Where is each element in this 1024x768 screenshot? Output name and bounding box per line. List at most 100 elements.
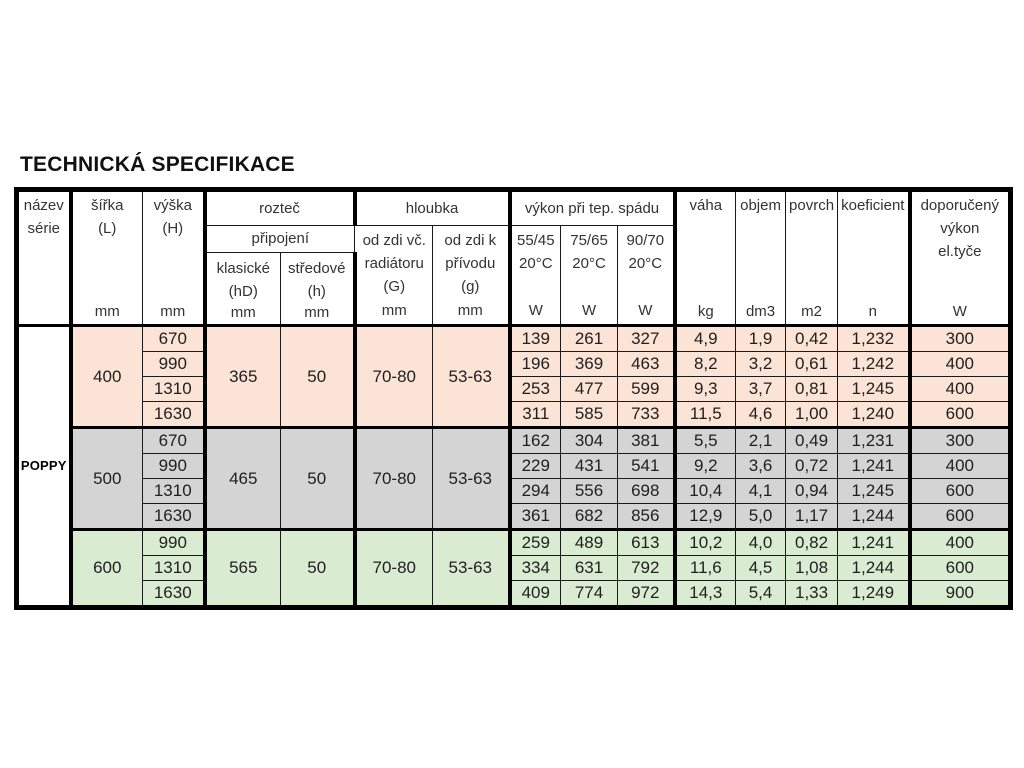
cell-coefficient: 1,245 [837,478,912,504]
cell-weight: 11,5 [674,401,737,429]
cell-surface: 1,08 [785,555,839,581]
cell-power-7565: 369 [560,351,619,377]
header-row-1: název série šířka (L) mm výška (H) mm ro… [16,189,1012,327]
cell-recommended: 600 [909,503,1012,531]
header-koeficient-unit: n [868,303,877,320]
table-row: 1310 294 556 698 10,4 4,1 0,94 1,245 600 [16,478,1012,504]
header-od-zdi-privodu-label: od zdi k přívodu (g) [444,232,497,295]
cell-power-9070: 599 [617,376,677,402]
cell-width: 500 [70,427,143,531]
header-stredove-unit: mm [304,303,330,321]
series-name-cell: POPPY [16,325,73,608]
header-vykon-9070-label: 90/70 20°C [626,232,665,272]
header-od-zdi-radiatoru-label: od zdi vč. radiátoru (G) [362,232,426,295]
cell-height: 670 [142,325,207,352]
header-od-zdi-radiatoru-unit: mm [381,302,407,319]
header-doporuceny-vykon: doporučený výkon el.tyče W [909,189,1012,327]
cell-power-5545: 253 [509,376,562,402]
cell-pitch-classic: 465 [204,427,281,531]
spec-table: název série šířka (L) mm výška (H) mm ro… [14,187,1014,610]
cell-pitch-classic: 565 [204,529,281,608]
cell-power-9070: 463 [617,351,677,377]
cell-depth-small-g: 53-63 [432,325,512,429]
header-vykon-7565-unit: W [581,302,597,319]
header-vykon-9070-unit: W [638,302,653,319]
header-povrch-label: povrch [789,197,835,214]
header-od-zdi-privodu: od zdi k přívodu (g) mm [432,225,512,327]
cell-surface: 0,94 [785,478,839,504]
table-row: 1630 409 774 972 14,3 5,4 1,33 1,249 900 [16,580,1012,608]
cell-power-9070: 698 [617,478,677,504]
cell-power-7565: 585 [560,401,619,429]
cell-pitch-central: 50 [279,529,357,608]
header-sirka-unit: mm [94,303,120,320]
page-title: TECHNICKÁ SPECIFIKACE [20,153,295,176]
header-row-2: připojení od zdi vč. radiátoru (G) mm od… [17,225,1011,327]
cell-power-7565: 477 [560,376,619,402]
table-row: POPPY 400 670 365 50 70-80 53-63 139 261… [16,325,1012,608]
cell-volume: 3,7 [735,376,787,402]
cell-weight: 5,5 [674,427,737,454]
cell-height: 1310 [142,555,207,581]
header-doporuceny-vykon-unit: W [952,303,967,320]
cell-power-9070: 856 [617,503,677,531]
cell-coefficient: 1,244 [837,503,912,531]
table-row: 1630 361 682 856 12,9 5,0 1,17 1,244 600 [16,503,1012,531]
cell-recommended: 300 [909,427,1012,454]
cell-width: 400 [70,325,143,429]
cell-power-5545: 361 [509,503,562,531]
header-objem-label: objem [740,197,781,214]
cell-weight: 14,3 [674,580,737,608]
header-klasicke-label: klasické (hD) [216,259,270,300]
cell-height: 990 [142,351,207,377]
header-vyska-label: výška (H) [153,197,192,237]
cell-recommended: 600 [909,401,1012,429]
header-sirka-label: šířka (L) [90,197,124,237]
cell-height: 990 [142,529,207,556]
header-hloubka-group: hloubka [354,189,512,226]
cell-power-5545: 259 [509,529,562,556]
cell-weight: 9,2 [674,453,737,479]
cell-power-7565: 304 [560,427,619,454]
cell-depth-g: 70-80 [354,427,434,531]
cell-pitch-central: 50 [279,427,357,531]
cell-volume: 2,1 [735,427,787,454]
cell-weight: 4,9 [674,325,737,352]
cell-power-7565: 431 [560,453,619,479]
cell-power-5545: 229 [509,453,562,479]
cell-power-7565: 682 [560,503,619,531]
header-stredove-label: středové (h) [287,259,346,300]
cell-power-9070: 327 [617,325,677,352]
header-vykon-5545: 55/45 20°C W [509,225,562,327]
cell-weight: 11,6 [674,555,737,581]
header-vyska-unit: mm [160,303,186,320]
table-row: 500 670 465 50 70-80 53-63 162 304 381 5… [16,427,1012,531]
cell-surface: 0,72 [785,453,839,479]
cell-surface: 0,81 [785,376,839,402]
cell-power-7565: 774 [560,580,619,608]
header-vaha: váha kg [674,189,737,327]
header-vykon-group: výkon při tep. spádu [509,189,677,226]
header-vykon-5545-unit: W [528,302,543,319]
header-koeficient-label: koeficient [841,197,905,214]
cell-volume: 5,0 [735,503,787,531]
cell-power-9070: 972 [617,580,677,608]
header-od-zdi-privodu-unit: mm [457,302,483,319]
cell-depth-small-g: 53-63 [432,427,512,531]
header-objem-unit: dm3 [745,303,776,320]
header-stredove: středové (h) mm [279,252,357,327]
header-klasicke-unit: mm [230,303,256,321]
cell-power-9070: 733 [617,401,677,429]
cell-surface: 0,49 [785,427,839,454]
cell-height: 990 [142,453,207,479]
table-row: 1630 311 585 733 11,5 4,6 1,00 1,240 600 [16,401,1012,429]
cell-depth-small-g: 53-63 [432,529,512,608]
header-vykon-7565: 75/65 20°C W [560,225,619,327]
cell-recommended: 400 [909,376,1012,402]
cell-power-5545: 294 [509,478,562,504]
cell-power-5545: 334 [509,555,562,581]
cell-height: 1630 [142,580,207,608]
cell-volume: 4,0 [735,529,787,556]
cell-height: 1630 [142,503,207,531]
header-vykon-5545-label: 55/45 20°C [517,232,555,272]
